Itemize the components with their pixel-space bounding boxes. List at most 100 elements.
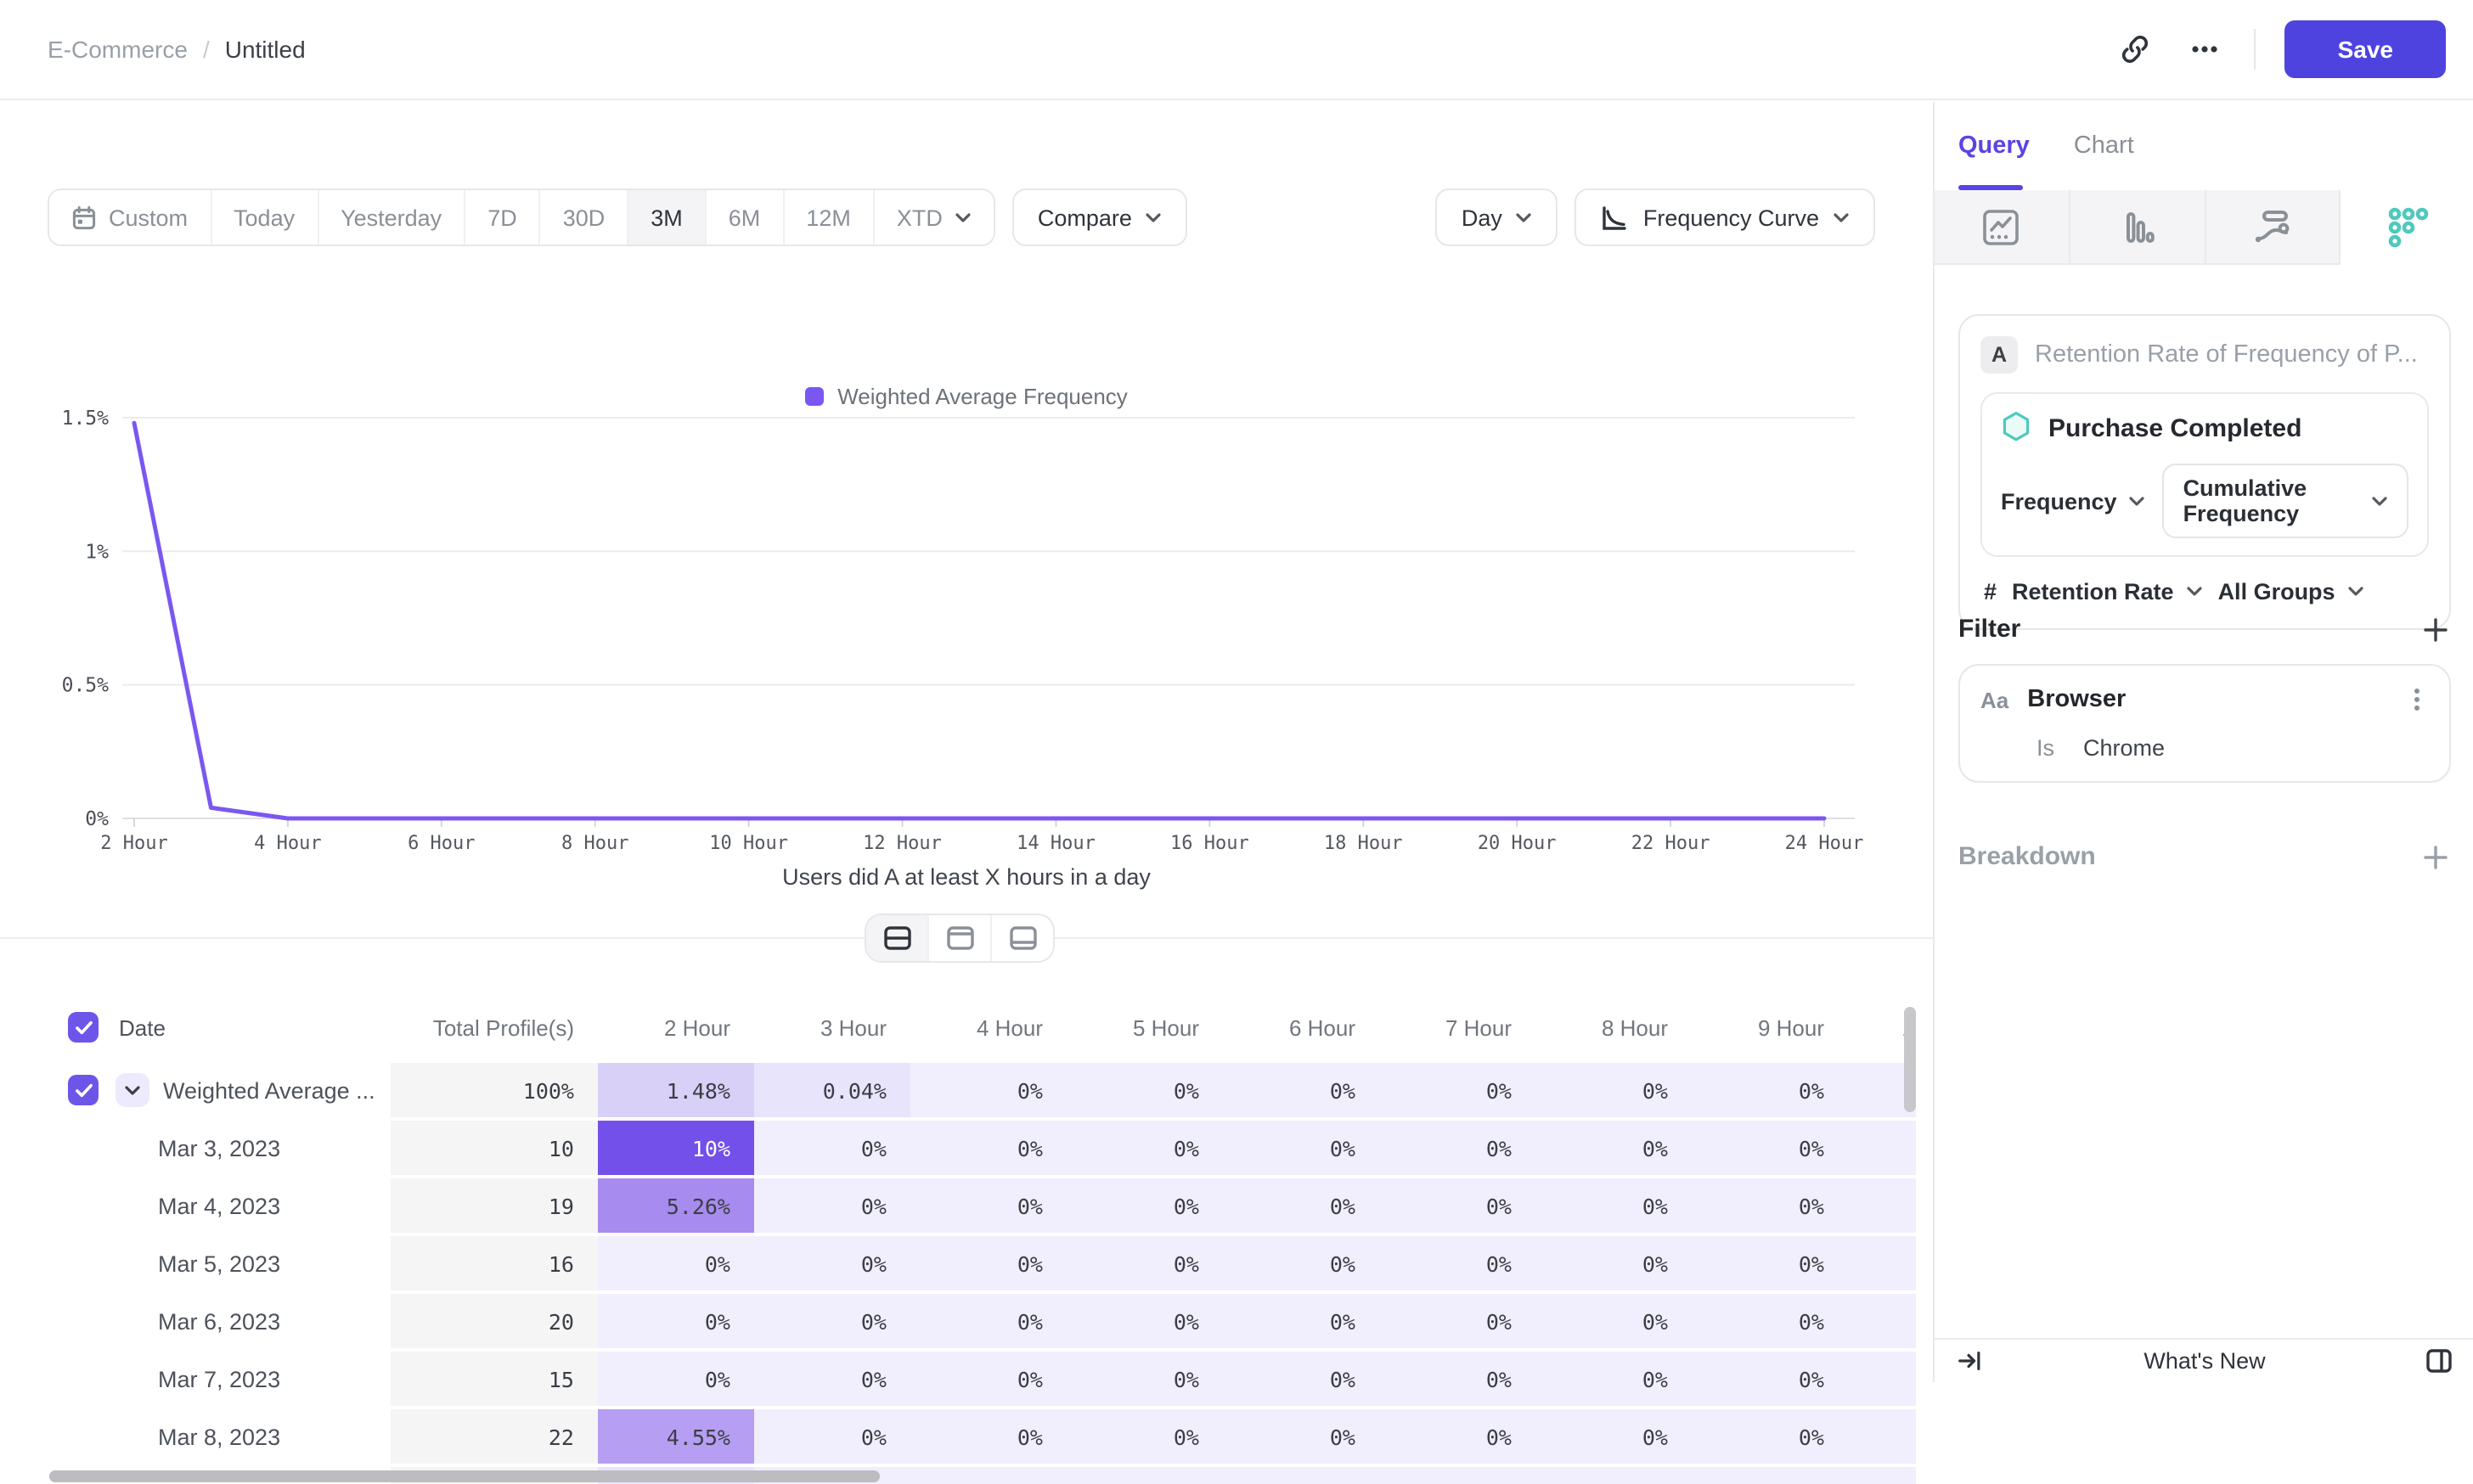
range-3m[interactable]: 3M [628,190,707,245]
hour-cell: 0% [1067,1178,1223,1233]
split-panel-icon[interactable] [2425,1348,2453,1374]
range-custom[interactable]: Custom [49,190,211,245]
range-today[interactable]: Today [211,190,318,245]
hour-cell: 0% [1067,1352,1223,1406]
hour-cell [1848,1467,1916,1484]
chevron-down-icon [1833,211,1850,223]
hour-cell: 0% [1067,1121,1223,1175]
header-hour-cell: 7 Hour [1379,1015,1535,1040]
range-7d[interactable]: 7D [465,190,541,245]
breadcrumb-project[interactable]: E-Commerce [48,36,188,63]
range-12m[interactable]: 12M [784,190,875,245]
hour-cell: 0% [1379,1178,1535,1233]
metric-dropdown[interactable]: Retention Rate [2012,579,2203,604]
legend-swatch [805,387,824,406]
chart-kind-tabs [1935,190,2473,265]
checkbox[interactable] [68,1075,99,1105]
svg-text:0%: 0% [85,808,109,830]
series-title-input[interactable]: Retention Rate of Frequency of P... [2035,341,2418,368]
metric-prefix: # [1984,579,1997,604]
tab-query[interactable]: Query [1958,132,2030,160]
measure-value-dropdown[interactable]: Cumulative Frequency [2163,464,2408,538]
add-filter-plus-icon[interactable] [2422,616,2449,643]
layout-toggle-group [865,913,1055,963]
filter-card[interactable]: Aa Browser Is Chrome [1958,664,2451,783]
layout-chart-only-button[interactable] [929,915,992,961]
filter-value[interactable]: Chrome [2083,735,2165,761]
frequency-curve-icon [1601,203,1630,232]
header-hour-cell: 5 Hour [1067,1015,1223,1040]
range-xtd[interactable]: XTD [875,190,994,245]
range-6m[interactable]: 6M [707,190,785,245]
flow-tab-icon[interactable] [2205,190,2341,265]
row-label-cell: Mar 7, 2023 [48,1352,391,1406]
line-chart-tab-icon[interactable] [1935,190,2070,265]
svg-text:16 Hour: 16 Hour [1170,833,1249,854]
whats-new-link[interactable]: What's New [1935,1348,2473,1374]
chevron-down-icon [1146,211,1163,223]
measure-dropdown[interactable]: Frequency [2001,488,2146,514]
collapse-sidebar-icon[interactable] [1957,1348,1982,1374]
hour-cell: 0% [1535,1409,1692,1464]
table-horizontal-scrollbar[interactable] [49,1470,880,1482]
hour-cell: 0% [1379,1121,1535,1175]
bar-chart-tab-icon[interactable] [2070,190,2206,265]
tab-chart[interactable]: Chart [2074,132,2134,160]
hour-cell: 0% [1067,1409,1223,1464]
frequency-grid-tab-icon[interactable] [2341,190,2473,265]
total-cell: 15 [391,1352,598,1406]
chart-legend[interactable]: Weighted Average Frequency [0,384,1933,409]
svg-text:2 Hour: 2 Hour [100,833,167,854]
topbar-divider [2255,29,2256,70]
top-bar: E-Commerce / Untitled Save [0,0,2473,100]
hour-cell: 0.04% [754,1063,910,1117]
filter-property[interactable]: Browser [2027,686,2126,713]
layout-table-only-button[interactable] [992,915,1053,961]
calendar-icon [71,205,97,230]
total-cell: 10 [391,1121,598,1175]
granularity-button[interactable]: Day [1436,188,1558,246]
range-30d[interactable]: 30D [541,190,629,245]
link-icon[interactable] [2115,29,2156,70]
hour-cell [1692,1467,1848,1484]
compare-button[interactable]: Compare [1012,188,1188,246]
hour-cell: 10% [598,1121,754,1175]
query-sidebar: Query Chart [1933,102,2473,1382]
range-yesterday[interactable]: Yesterday [318,190,465,245]
groups-dropdown[interactable]: All Groups [2218,579,2364,604]
table-vertical-scrollbar[interactable] [1904,1007,1916,1112]
chevron-down-icon [2371,495,2388,507]
hour-cell: 4.55% [598,1409,754,1464]
filter-operator[interactable]: Is [2036,735,2054,761]
svg-text:1%: 1% [85,541,109,563]
event-card[interactable]: Purchase Completed Frequency Cumulative … [1980,392,2429,557]
hour-cell-clipped [1848,1236,1916,1290]
hexagon-event-icon [2001,411,2031,445]
hour-cell: 0% [1535,1178,1692,1233]
breadcrumb-separator: / [203,36,210,63]
chart-type-button[interactable]: Frequency Curve [1575,188,1875,246]
header-total-cell: Total Profile(s) [391,1015,598,1040]
chevron-down-icon [2186,586,2203,598]
more-options-ellipsis-icon[interactable] [2185,29,2226,70]
expand-chevron-icon[interactable] [115,1073,149,1107]
kebab-menu-icon[interactable] [2405,686,2429,713]
total-cell: 16 [391,1236,598,1290]
save-button[interactable]: Save [2285,20,2446,78]
layout-split-button[interactable] [866,915,929,961]
row-label-cell: Mar 8, 2023 [48,1409,391,1464]
checkbox[interactable] [68,1012,99,1043]
hour-cell: 0% [754,1121,910,1175]
hour-cell: 0% [1379,1063,1535,1117]
breadcrumb-title[interactable]: Untitled [225,36,306,63]
hour-cell: 0% [754,1236,910,1290]
hour-cell: 0% [1692,1352,1848,1406]
event-name[interactable]: Purchase Completed [2048,413,2301,442]
hour-cell: 0% [1223,1409,1379,1464]
svg-text:8 Hour: 8 Hour [561,833,628,854]
add-breakdown-plus-icon[interactable] [2422,843,2449,870]
